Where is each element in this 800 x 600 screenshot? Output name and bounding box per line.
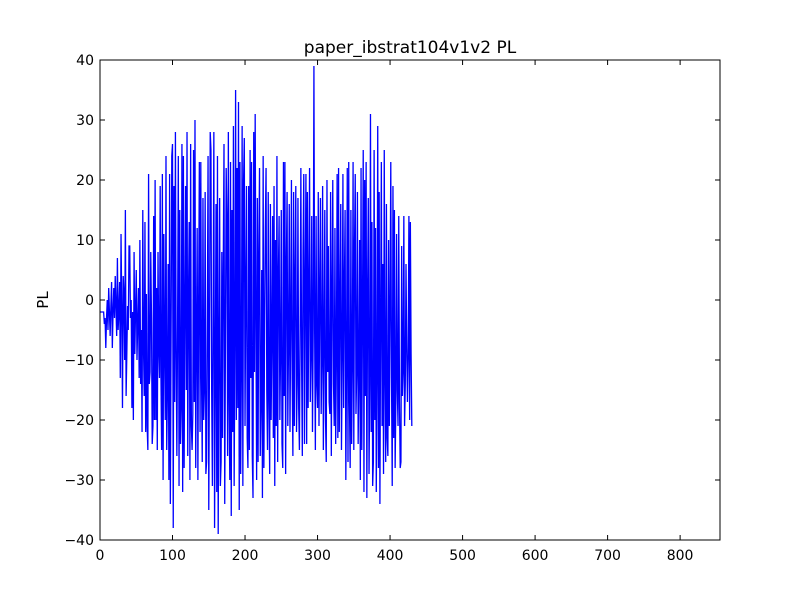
x-tick-label: 600 (522, 548, 549, 564)
plot-frame (99, 59, 721, 541)
y-tick-label: −10 (64, 353, 94, 369)
plot-area (100, 65, 413, 535)
x-tick-label: 200 (232, 548, 259, 564)
y-tick-label: 0 (85, 293, 94, 309)
y-tick-label: −30 (64, 473, 94, 489)
y-tick-label: 30 (76, 113, 94, 129)
axis-ticks: 0 100 200 300 400 500 600 700 800 −40 −30 −20 −10 0 10… (64, 53, 720, 564)
x-tick-label: 100 (159, 548, 186, 564)
x-tick-label: 400 (377, 548, 404, 564)
chart-title: paper_ibstrat104v1v2 PL (304, 38, 517, 58)
x-tick-label: 300 (304, 548, 331, 564)
series-line-0 (100, 65, 413, 535)
y-axis-label: PL (34, 291, 52, 309)
y-tick-label: 20 (76, 173, 94, 189)
y-tick-label: 10 (76, 233, 94, 249)
x-tick-label: 700 (594, 548, 621, 564)
x-tick-label: 0 (96, 548, 105, 564)
x-tick-label: 500 (449, 548, 476, 564)
x-tick-label: 800 (667, 548, 694, 564)
y-tick-label: 40 (76, 53, 94, 69)
y-tick-label: −20 (64, 413, 94, 429)
y-tick-label: −40 (64, 533, 94, 549)
